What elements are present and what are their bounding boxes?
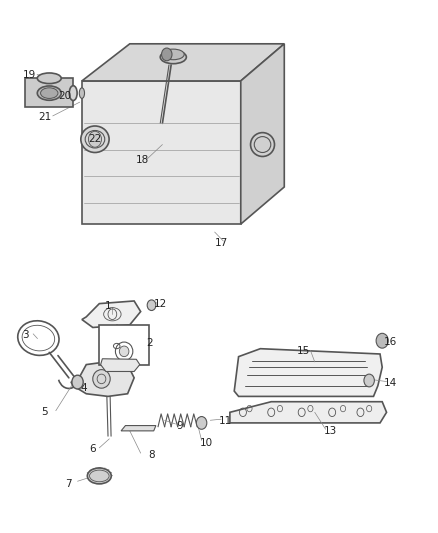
Polygon shape bbox=[241, 44, 284, 224]
Text: 1: 1 bbox=[105, 301, 111, 311]
Ellipse shape bbox=[37, 86, 61, 100]
Polygon shape bbox=[101, 359, 140, 372]
Polygon shape bbox=[230, 402, 387, 423]
Circle shape bbox=[196, 417, 207, 429]
Ellipse shape bbox=[160, 51, 186, 63]
Text: 3: 3 bbox=[22, 330, 28, 341]
Polygon shape bbox=[234, 349, 382, 397]
Text: 13: 13 bbox=[323, 426, 337, 436]
Circle shape bbox=[376, 333, 389, 348]
Text: 7: 7 bbox=[66, 479, 72, 489]
Ellipse shape bbox=[81, 126, 109, 152]
Text: 17: 17 bbox=[215, 238, 228, 248]
Text: 4: 4 bbox=[81, 383, 88, 393]
Text: 8: 8 bbox=[148, 450, 155, 460]
Text: 12: 12 bbox=[154, 298, 167, 309]
Polygon shape bbox=[82, 301, 141, 327]
Circle shape bbox=[364, 374, 374, 387]
Ellipse shape bbox=[69, 86, 77, 101]
Text: 22: 22 bbox=[88, 134, 102, 144]
Text: 20: 20 bbox=[58, 91, 71, 101]
Text: 18: 18 bbox=[136, 156, 149, 165]
Text: 15: 15 bbox=[297, 346, 311, 357]
Ellipse shape bbox=[93, 369, 110, 388]
Polygon shape bbox=[71, 362, 134, 397]
Circle shape bbox=[162, 48, 172, 61]
Polygon shape bbox=[82, 44, 284, 81]
Ellipse shape bbox=[37, 73, 61, 84]
Text: 16: 16 bbox=[384, 337, 398, 347]
Text: 10: 10 bbox=[199, 438, 212, 448]
Text: 19: 19 bbox=[23, 70, 36, 79]
Text: 6: 6 bbox=[89, 445, 96, 455]
Text: 14: 14 bbox=[384, 378, 398, 388]
Text: 2: 2 bbox=[146, 338, 153, 349]
Text: 21: 21 bbox=[38, 112, 52, 122]
Ellipse shape bbox=[119, 346, 129, 357]
Ellipse shape bbox=[79, 88, 85, 99]
Circle shape bbox=[147, 300, 156, 311]
Polygon shape bbox=[121, 425, 156, 431]
Ellipse shape bbox=[251, 133, 275, 157]
Polygon shape bbox=[25, 78, 73, 108]
Ellipse shape bbox=[162, 49, 184, 60]
Circle shape bbox=[72, 375, 83, 389]
Polygon shape bbox=[82, 81, 241, 224]
Ellipse shape bbox=[87, 468, 111, 484]
Text: 11: 11 bbox=[219, 416, 232, 426]
Bar bbox=[99, 325, 149, 365]
Text: 9: 9 bbox=[177, 421, 183, 431]
Circle shape bbox=[88, 131, 102, 147]
Text: 5: 5 bbox=[42, 407, 48, 417]
Ellipse shape bbox=[41, 88, 58, 99]
